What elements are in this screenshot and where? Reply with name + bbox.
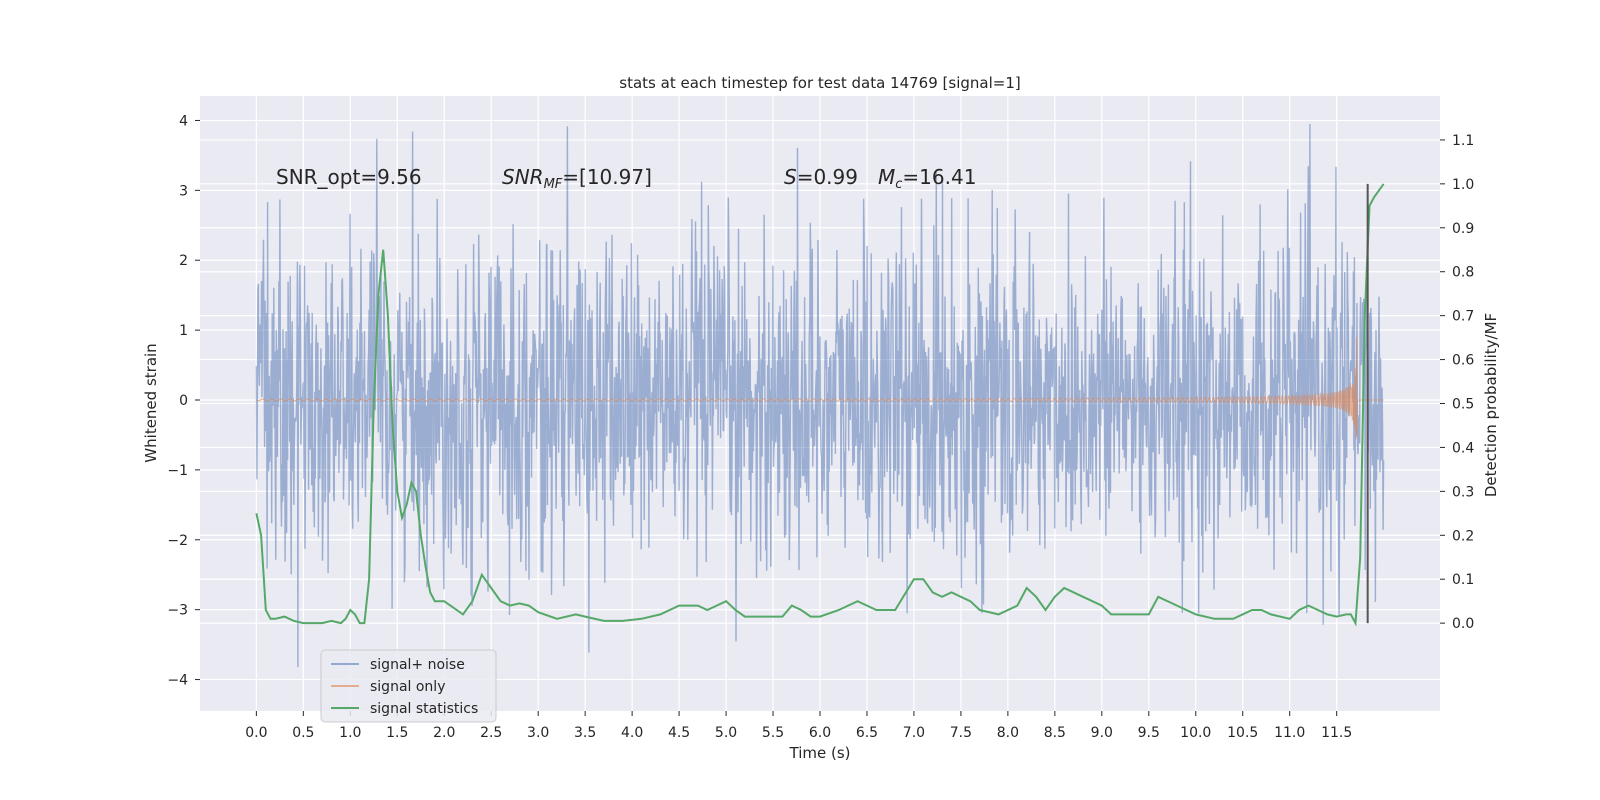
y-tick-label-right: 0.2 <box>1452 528 1474 544</box>
x-tick-label: 9.0 <box>1091 725 1113 741</box>
signal-trace <box>256 337 1384 439</box>
y-tick-label-left: 4 <box>179 113 188 129</box>
x-tick-label: 6.5 <box>856 725 878 741</box>
y-tick-label-right: 0.6 <box>1452 353 1474 369</box>
x-tick-label: 2.0 <box>433 725 455 741</box>
x-tick-label: 9.5 <box>1138 725 1160 741</box>
y-tick-label-left: −2 <box>167 533 188 549</box>
x-tick-label: 5.5 <box>762 725 784 741</box>
annotation-mc-sub: c <box>895 177 902 192</box>
x-tick-label: 7.0 <box>903 725 925 741</box>
y-tick-label-left: 1 <box>179 323 188 339</box>
series-signal-noise <box>255 123 1385 668</box>
x-tick-label: 8.5 <box>1044 725 1066 741</box>
x-tick-label: 7.5 <box>950 725 972 741</box>
annotation-snr-opt: SNR_opt=9.56 <box>276 165 422 189</box>
y-tick-label-left: 3 <box>179 183 188 199</box>
legend-label-noise: signal+ noise <box>370 657 465 673</box>
annotation-snr-mf-sub: MF <box>544 177 563 192</box>
x-tick-label: 3.0 <box>527 725 549 741</box>
series-signal-only <box>256 337 1384 439</box>
y-tick-label-right: 0.7 <box>1452 309 1474 325</box>
x-tick-label: 11.0 <box>1274 725 1305 741</box>
x-tick-label: 10.5 <box>1227 725 1258 741</box>
x-tick-label: 1.5 <box>386 725 408 741</box>
noise-trace <box>255 123 1385 668</box>
stats-line <box>255 183 1385 627</box>
x-tick-label: 8.0 <box>997 725 1019 741</box>
y-ticks-right: 1.1 1.0 0.9 0.8 0.7 0.6 0.5 0.4 0.3 0.2 0.1 0.0 <box>1440 133 1474 632</box>
y-tick-label-right: 0.0 <box>1452 616 1474 632</box>
annotation-mc-main: M <box>878 165 895 189</box>
y-tick-label-right: 0.3 <box>1452 484 1474 500</box>
legend: signal+ noise signal only signal statist… <box>320 649 497 723</box>
x-tick-label: 1.0 <box>339 725 361 741</box>
annotation-snr-mf-main: SNR <box>502 165 544 189</box>
y-ticks-left: 4 3 2 1 0 −1 −2 −3 −4 <box>167 113 200 689</box>
annotation-s: S=0.99 <box>784 165 858 189</box>
y-tick-label-left: −3 <box>167 603 188 619</box>
x-tick-label: 2.5 <box>480 725 502 741</box>
annotation-s-main: S <box>784 165 797 189</box>
annotation-snr-mf-value: =[10.97] <box>562 165 652 189</box>
x-tick-label: 0.5 <box>292 725 314 741</box>
y-tick-label-right: 0.1 <box>1452 572 1474 588</box>
legend-box <box>320 649 497 723</box>
x-tick-label: 5.0 <box>715 725 737 741</box>
x-tick-label: 0.0 <box>245 725 267 741</box>
x-tick-label: 10.0 <box>1180 725 1211 741</box>
x-tick-label: 4.5 <box>668 725 690 741</box>
y-tick-label-left: −4 <box>167 673 188 689</box>
y-tick-label-left: −1 <box>167 463 188 479</box>
legend-label-signal: signal only <box>370 679 445 695</box>
x-ticks: 0.0 0.5 1.0 1.5 2.0 2.5 3.0 3.5 4.0 4.5 5.0 5.5 6.0 6… <box>245 711 1352 741</box>
annotation-mc-value: =16.41 <box>902 165 976 189</box>
series-signal-statistics <box>255 183 1385 627</box>
y-axis-label-left: Whitened strain <box>142 343 160 462</box>
y-tick-label-right: 0.4 <box>1452 440 1474 456</box>
annotation-mc: Mc=16.41 <box>878 165 976 192</box>
legend-label-stats: signal statistics <box>370 701 478 717</box>
y-tick-label-left: 2 <box>179 253 188 269</box>
x-tick-label: 11.5 <box>1321 725 1352 741</box>
x-tick-label: 3.5 <box>574 725 596 741</box>
x-tick-label: 4.0 <box>621 725 643 741</box>
chart-title: stats at each timestep for test data 147… <box>619 74 1020 92</box>
annotation-snr-mf: SNRMF=[10.97] <box>502 165 652 192</box>
y-tick-label-right: 1.0 <box>1452 177 1474 193</box>
x-tick-label: 6.0 <box>809 725 831 741</box>
y-tick-label-right: 0.5 <box>1452 397 1474 413</box>
y-tick-label-left: 0 <box>179 393 188 409</box>
y-tick-label-right: 0.8 <box>1452 265 1474 281</box>
x-axis-label: Time (s) <box>789 744 851 762</box>
annotation-s-value: =0.99 <box>797 165 858 189</box>
y-tick-label-right: 0.9 <box>1452 221 1474 237</box>
y-tick-label-right: 1.1 <box>1452 133 1474 149</box>
y-axis-label-right: Detection probability/MF <box>1482 313 1500 497</box>
